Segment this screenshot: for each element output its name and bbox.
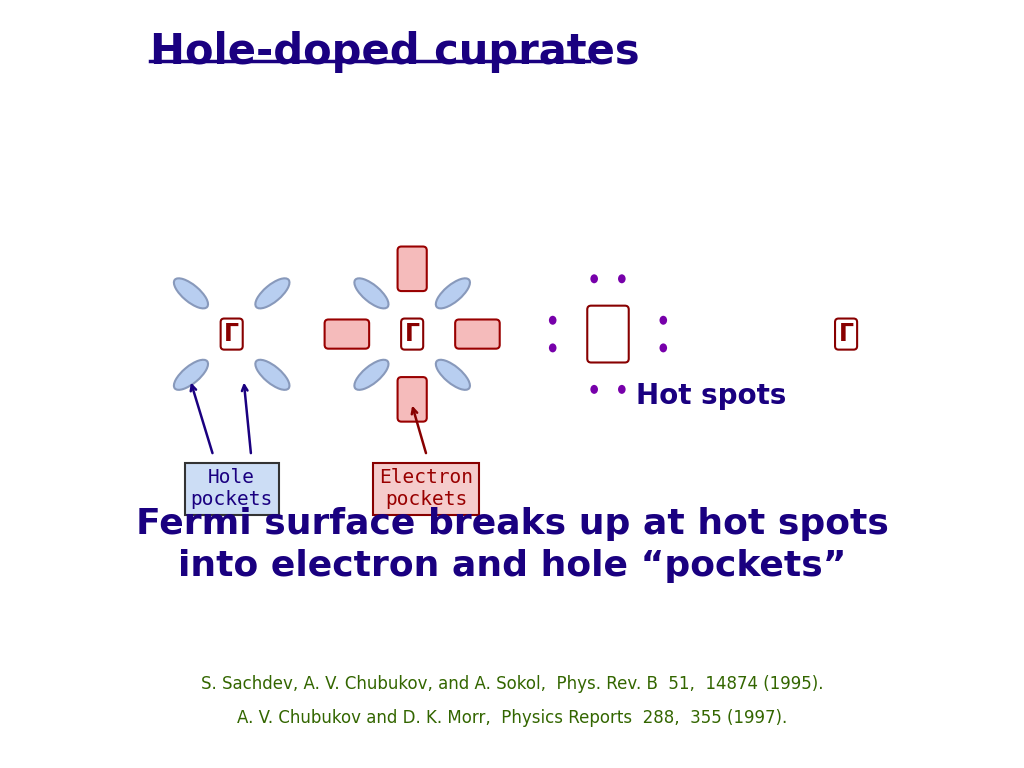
Text: into electron and hole “pockets”: into electron and hole “pockets”: [178, 549, 846, 583]
Ellipse shape: [174, 359, 208, 390]
Ellipse shape: [436, 359, 470, 390]
Ellipse shape: [436, 278, 470, 309]
Ellipse shape: [618, 385, 626, 394]
Ellipse shape: [255, 359, 290, 390]
Ellipse shape: [591, 385, 598, 394]
Ellipse shape: [354, 278, 388, 309]
Text: Γ: Γ: [404, 322, 420, 346]
Ellipse shape: [255, 278, 290, 309]
Ellipse shape: [354, 359, 388, 390]
Text: Hot spots: Hot spots: [637, 382, 786, 409]
Ellipse shape: [659, 316, 667, 325]
Text: Hole-doped cuprates: Hole-doped cuprates: [150, 31, 639, 73]
Ellipse shape: [659, 343, 667, 353]
Text: A. V. Chubukov and D. K. Morr,  Physics Reports  288,  355 (1997).: A. V. Chubukov and D. K. Morr, Physics R…: [237, 709, 787, 727]
FancyBboxPatch shape: [588, 306, 629, 362]
Text: S. Sachdev, A. V. Chubukov, and A. Sokol,  Phys. Rev. B  51,  14874 (1995).: S. Sachdev, A. V. Chubukov, and A. Sokol…: [201, 674, 823, 693]
Text: Hole
pockets: Hole pockets: [190, 468, 272, 509]
Text: Γ: Γ: [224, 322, 240, 346]
Ellipse shape: [549, 343, 556, 353]
FancyBboxPatch shape: [397, 247, 427, 291]
Text: Electron
pockets: Electron pockets: [379, 468, 473, 509]
Text: Γ: Γ: [839, 322, 854, 346]
Ellipse shape: [591, 274, 598, 283]
FancyBboxPatch shape: [397, 377, 427, 422]
FancyBboxPatch shape: [325, 319, 369, 349]
FancyBboxPatch shape: [455, 319, 500, 349]
Ellipse shape: [174, 278, 208, 309]
Ellipse shape: [549, 316, 556, 325]
Text: Fermi surface breaks up at hot spots: Fermi surface breaks up at hot spots: [135, 507, 889, 541]
Ellipse shape: [618, 274, 626, 283]
